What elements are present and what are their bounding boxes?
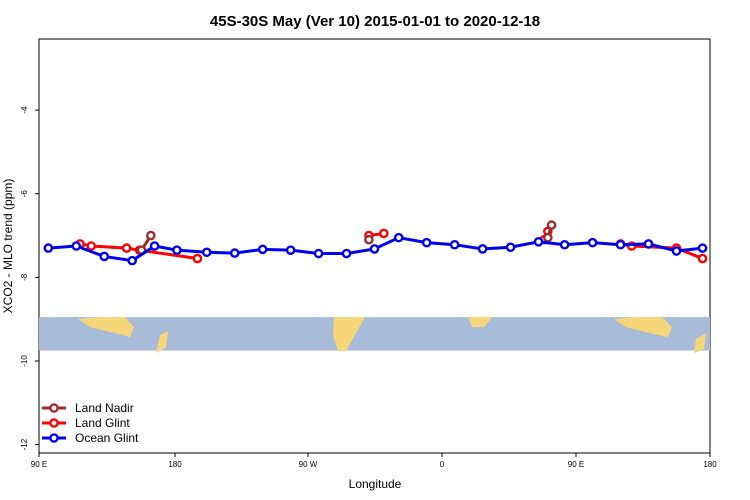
data-point — [172, 245, 182, 255]
data-point — [615, 239, 626, 250]
y-tick-label: -8 — [20, 273, 29, 281]
data-point — [86, 241, 96, 251]
map-land-australia-repeat — [614, 317, 672, 338]
data-point — [369, 244, 380, 254]
data-point — [99, 251, 110, 262]
x-axis-ticks: 90 E 180 90 W 0 90 E 180 — [31, 453, 717, 469]
data-point — [364, 234, 374, 245]
x-tick-label: 180 — [703, 460, 717, 469]
data-point — [313, 248, 324, 259]
plot-frame — [38, 38, 711, 454]
data-point — [379, 228, 389, 239]
x-tick-label: 90 W — [299, 460, 318, 469]
data-point — [146, 230, 156, 241]
map-land-australia — [78, 317, 134, 338]
legend-label: Land Nadir — [75, 401, 134, 415]
x-tick-label: 180 — [168, 460, 182, 469]
data-point — [421, 237, 432, 248]
data-point — [587, 237, 598, 248]
data-point — [341, 248, 352, 259]
y-axis-label: XCO2 - MLO trend (ppm) — [1, 179, 15, 314]
map-band — [39, 317, 710, 354]
legend-swatch-marker — [49, 403, 59, 413]
data-point — [257, 244, 268, 255]
map-land-new-zealand — [156, 331, 168, 354]
x-tick-label: 90 E — [31, 460, 47, 469]
data-point — [393, 232, 404, 243]
map-ocean — [39, 317, 710, 351]
data-point — [477, 244, 488, 254]
data-point — [697, 253, 708, 264]
map-land-new-zealand-repeat — [694, 333, 706, 354]
data-point — [192, 253, 203, 264]
x-tick-label: 90 E — [568, 460, 584, 469]
series-layer — [43, 220, 708, 266]
data-point — [149, 241, 160, 251]
data-point — [127, 255, 137, 266]
y-tick-label: -6 — [20, 190, 29, 198]
legend-label: Ocean Glint — [75, 431, 139, 445]
map-land-africa — [468, 317, 492, 328]
data-point — [559, 239, 570, 250]
data-point — [671, 246, 682, 256]
map-land-south-america — [333, 317, 365, 352]
legend-label: Land Glint — [75, 416, 130, 430]
data-point — [533, 237, 544, 247]
data-point — [505, 242, 516, 253]
data-point — [543, 232, 553, 243]
legend-swatch-marker — [49, 433, 59, 443]
data-point — [285, 245, 296, 255]
x-tick-label: 0 — [440, 460, 445, 469]
legend-swatch-marker — [49, 418, 59, 428]
y-axis-ticks: -4 -6 -8 -10 -12 — [20, 106, 39, 450]
y-tick-label: -4 — [20, 106, 29, 114]
data-point — [71, 241, 82, 251]
data-point — [643, 239, 654, 249]
x-axis-label: Longitude — [349, 477, 402, 491]
data-point — [121, 243, 132, 253]
data-point — [201, 247, 212, 258]
y-tick-label: -10 — [20, 355, 29, 367]
chart-title: 45S-30S May (Ver 10) 2015-01-01 to 2020-… — [210, 13, 540, 30]
series-land-nadir — [136, 220, 557, 255]
data-point — [546, 220, 557, 230]
series-ocean-glint — [43, 232, 708, 266]
data-point — [697, 243, 708, 253]
data-point — [43, 243, 54, 253]
y-tick-label: -12 — [20, 438, 29, 450]
data-point — [229, 248, 240, 258]
data-point — [449, 239, 460, 250]
